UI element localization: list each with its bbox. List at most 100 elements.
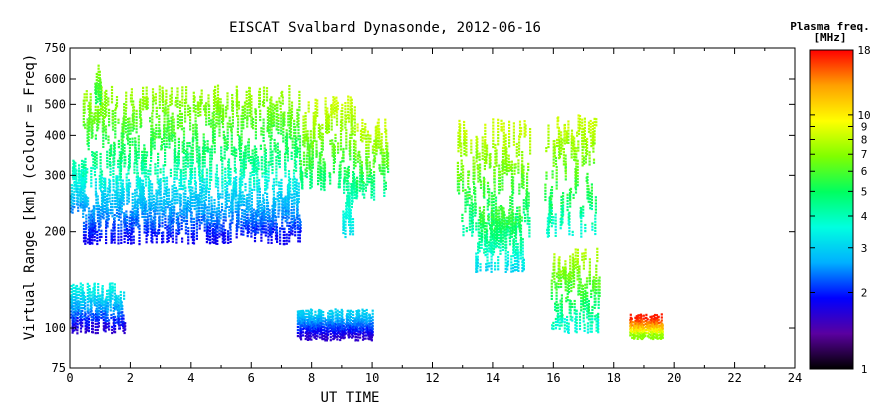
data-point <box>236 96 239 99</box>
data-point <box>171 240 174 243</box>
data-point <box>189 110 192 113</box>
data-point <box>86 118 89 121</box>
data-point <box>105 223 108 226</box>
data-point <box>259 207 262 210</box>
data-point <box>129 182 132 185</box>
data-point <box>107 214 110 218</box>
data-point <box>151 238 154 241</box>
data-point <box>296 114 299 118</box>
data-point <box>130 229 133 233</box>
data-point <box>95 207 98 210</box>
data-point <box>170 216 173 219</box>
data-point <box>172 121 175 124</box>
data-point <box>184 189 187 192</box>
data-point <box>85 205 88 208</box>
data-point <box>289 181 292 184</box>
data-point <box>200 206 204 209</box>
data-point <box>87 225 91 228</box>
data-point <box>155 235 158 238</box>
data-point <box>75 169 78 172</box>
data-point <box>198 156 201 159</box>
data-point <box>235 88 238 91</box>
data-point <box>218 113 221 116</box>
data-point <box>208 181 211 184</box>
data-point <box>181 144 184 147</box>
data-point <box>114 124 117 127</box>
data-point <box>259 220 262 223</box>
data-point <box>243 110 247 113</box>
data-point <box>203 226 206 229</box>
data-point <box>132 230 135 233</box>
data-point <box>193 195 196 198</box>
data-point <box>266 183 269 186</box>
data-point <box>306 133 309 136</box>
data-point <box>149 208 152 212</box>
data-point <box>215 222 219 225</box>
data-point <box>198 149 201 152</box>
data-point <box>265 90 269 93</box>
data-point <box>185 95 188 98</box>
data-point <box>214 232 217 235</box>
data-point <box>280 126 283 129</box>
data-point <box>241 183 244 186</box>
data-point <box>229 237 232 240</box>
data-point <box>212 108 216 111</box>
data-point <box>298 135 302 138</box>
data-point <box>74 162 77 165</box>
data-point <box>309 183 312 187</box>
data-point <box>288 85 291 88</box>
data-point <box>91 236 94 239</box>
data-point <box>149 205 152 209</box>
data-point <box>119 213 122 216</box>
data-point <box>75 172 78 175</box>
data-point <box>297 182 300 185</box>
data-point <box>224 167 227 170</box>
data-point <box>287 170 291 173</box>
data-point <box>178 119 182 122</box>
data-point <box>72 165 75 168</box>
data-point <box>169 97 172 100</box>
data-point <box>236 105 239 108</box>
data-point <box>250 201 253 204</box>
data-point <box>246 200 249 203</box>
data-point <box>85 214 88 217</box>
data-point <box>188 210 191 213</box>
data-point <box>267 223 270 226</box>
data-point <box>151 133 154 136</box>
data-point <box>184 108 187 111</box>
data-point <box>267 229 270 232</box>
data-point <box>186 153 189 156</box>
data-point <box>96 90 99 93</box>
data-point <box>140 188 143 191</box>
data-point <box>178 116 182 119</box>
data-point <box>134 203 137 206</box>
data-point <box>251 222 254 225</box>
data-point <box>271 156 274 159</box>
data-point <box>258 97 261 100</box>
data-point <box>84 231 87 234</box>
data-point <box>111 116 115 119</box>
data-point <box>82 237 86 240</box>
data-point <box>230 137 233 140</box>
data-point <box>151 100 155 103</box>
data-point <box>165 179 169 182</box>
data-point <box>104 188 107 191</box>
data-point <box>233 163 236 166</box>
data-point <box>217 189 220 192</box>
data-point <box>212 213 215 217</box>
data-point <box>237 115 240 118</box>
data-point <box>227 161 231 164</box>
data-point <box>250 188 253 191</box>
data-point <box>82 171 85 174</box>
data-point <box>251 216 254 219</box>
data-point <box>98 222 101 225</box>
data-point <box>271 159 274 162</box>
data-point <box>167 135 171 138</box>
data-point <box>119 216 122 219</box>
data-point <box>113 154 116 157</box>
data-point <box>78 194 81 197</box>
data-point <box>212 120 215 123</box>
data-point <box>262 127 265 130</box>
data-point <box>272 106 275 109</box>
